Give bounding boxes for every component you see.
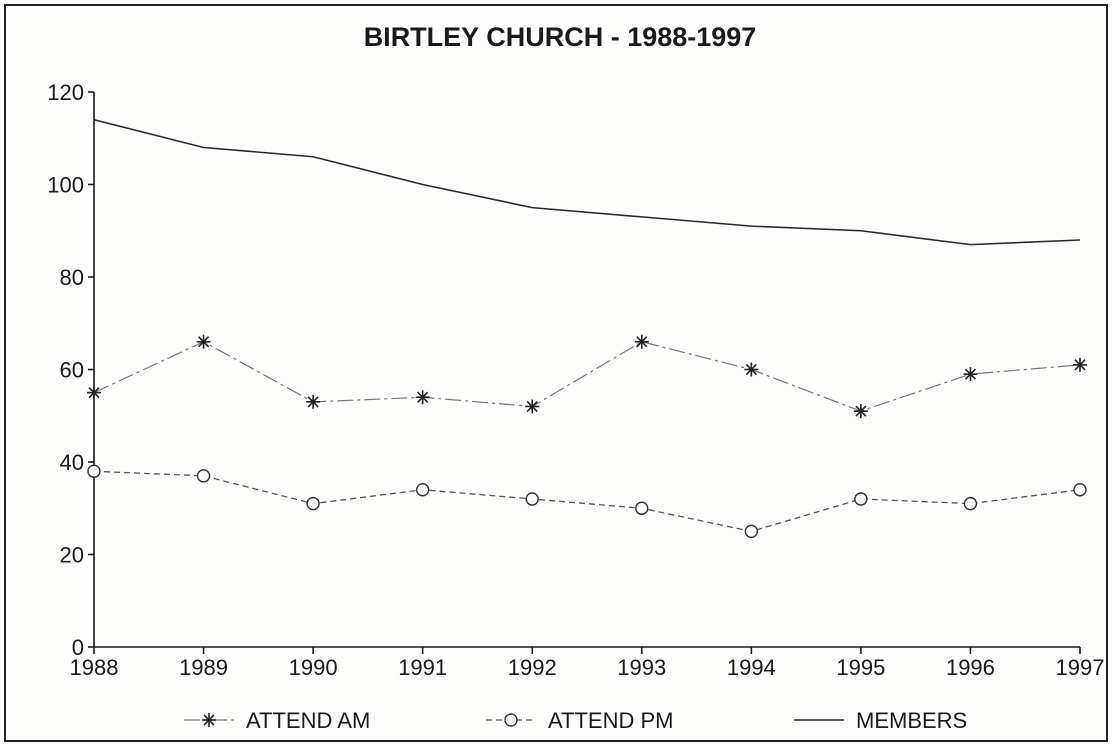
series-line-attend-pm — [93, 470, 1081, 533]
asterisk-stroke — [203, 714, 215, 726]
data-point-attend-pm — [306, 496, 320, 511]
chart-title: BIRTLEY CHURCH - 1988-1997 — [364, 22, 757, 52]
chart-frame: BIRTLEY CHURCH - 1988-1997 0 20 40 60 80 100 1… — [4, 4, 1108, 742]
asterisk-stroke — [526, 400, 538, 413]
legend-item-attend-pm: ATTEND PM — [486, 708, 673, 733]
y-tick-label: 120 — [47, 80, 84, 105]
legend-item-attend-am: ATTEND AM — [184, 708, 370, 733]
asterisk-stroke — [1074, 359, 1086, 371]
y-tick-label: 80 — [60, 265, 84, 290]
asterisk-stroke — [745, 363, 757, 376]
data-point-attend-am — [853, 404, 868, 419]
legend-item-members: MEMBERS — [794, 708, 967, 733]
data-point-attend-am — [634, 334, 649, 349]
data-point-attend-pm — [525, 492, 539, 506]
data-point-attend-am — [87, 385, 101, 400]
data-point-attend-pm — [415, 483, 430, 497]
x-tick-label: 1991 — [398, 655, 447, 680]
asterisk-stroke — [855, 405, 867, 417]
legend-label: MEMBERS — [856, 708, 967, 733]
data-point-attend-pm — [87, 464, 101, 478]
x-tick-label: 1993 — [617, 655, 666, 680]
x-tick-label: 1996 — [946, 655, 995, 680]
y-tick-label: 60 — [60, 358, 84, 383]
x-tick-label: 1988 — [70, 655, 119, 680]
asterisk-stroke — [197, 336, 210, 348]
data-point-attend-pm — [744, 524, 759, 539]
legend-marker — [504, 713, 518, 727]
data-point-attend-pm — [854, 492, 868, 506]
axes: 0 20 40 60 80 100 120 1988 1989 1990 1991 1992 1993 1… — [47, 80, 1104, 680]
y-tick-label: 40 — [60, 450, 84, 475]
series-layer — [87, 118, 1087, 539]
data-point-attend-pm — [635, 501, 649, 515]
data-point-attend-am — [525, 399, 540, 414]
asterisk-stroke — [307, 396, 319, 408]
line-chart: BIRTLEY CHURCH - 1988-1997 0 20 40 60 80 100 1… — [47, 22, 1104, 733]
series-line-members — [93, 118, 1081, 246]
asterisk-stroke — [964, 368, 977, 380]
data-point-attend-am — [963, 367, 978, 382]
x-tick-label: 1990 — [289, 655, 338, 680]
data-point-attend-am — [196, 334, 211, 349]
x-tick-label: 1989 — [179, 655, 228, 680]
asterisk-stroke — [636, 336, 648, 348]
x-tick-label: 1997 — [1056, 655, 1105, 680]
asterisk-stroke — [88, 387, 100, 399]
data-point-attend-am — [306, 394, 321, 409]
data-point-attend-am — [415, 390, 430, 405]
data-point-attend-pm — [1073, 483, 1087, 497]
x-tick-label: 1995 — [836, 655, 885, 680]
data-point-attend-am — [1073, 357, 1087, 372]
y-tick-label: 100 — [47, 173, 84, 198]
x-tick-label: 1992 — [508, 655, 557, 680]
legend-marker — [202, 713, 216, 727]
legend-label: ATTEND PM — [548, 708, 673, 733]
y-tick-label: 0 — [72, 635, 84, 660]
y-tick-label: 20 — [60, 543, 84, 568]
legend-label: ATTEND AM — [246, 708, 370, 733]
data-point-attend-pm — [196, 469, 211, 483]
data-point-attend-am — [744, 362, 759, 377]
series-line-attend-am — [93, 341, 1081, 412]
data-point-attend-pm — [963, 496, 978, 511]
x-tick-label: 1994 — [727, 655, 776, 680]
asterisk-stroke — [417, 391, 429, 403]
legend: ATTEND AM ATTEND PM MEMBERS — [184, 708, 967, 733]
